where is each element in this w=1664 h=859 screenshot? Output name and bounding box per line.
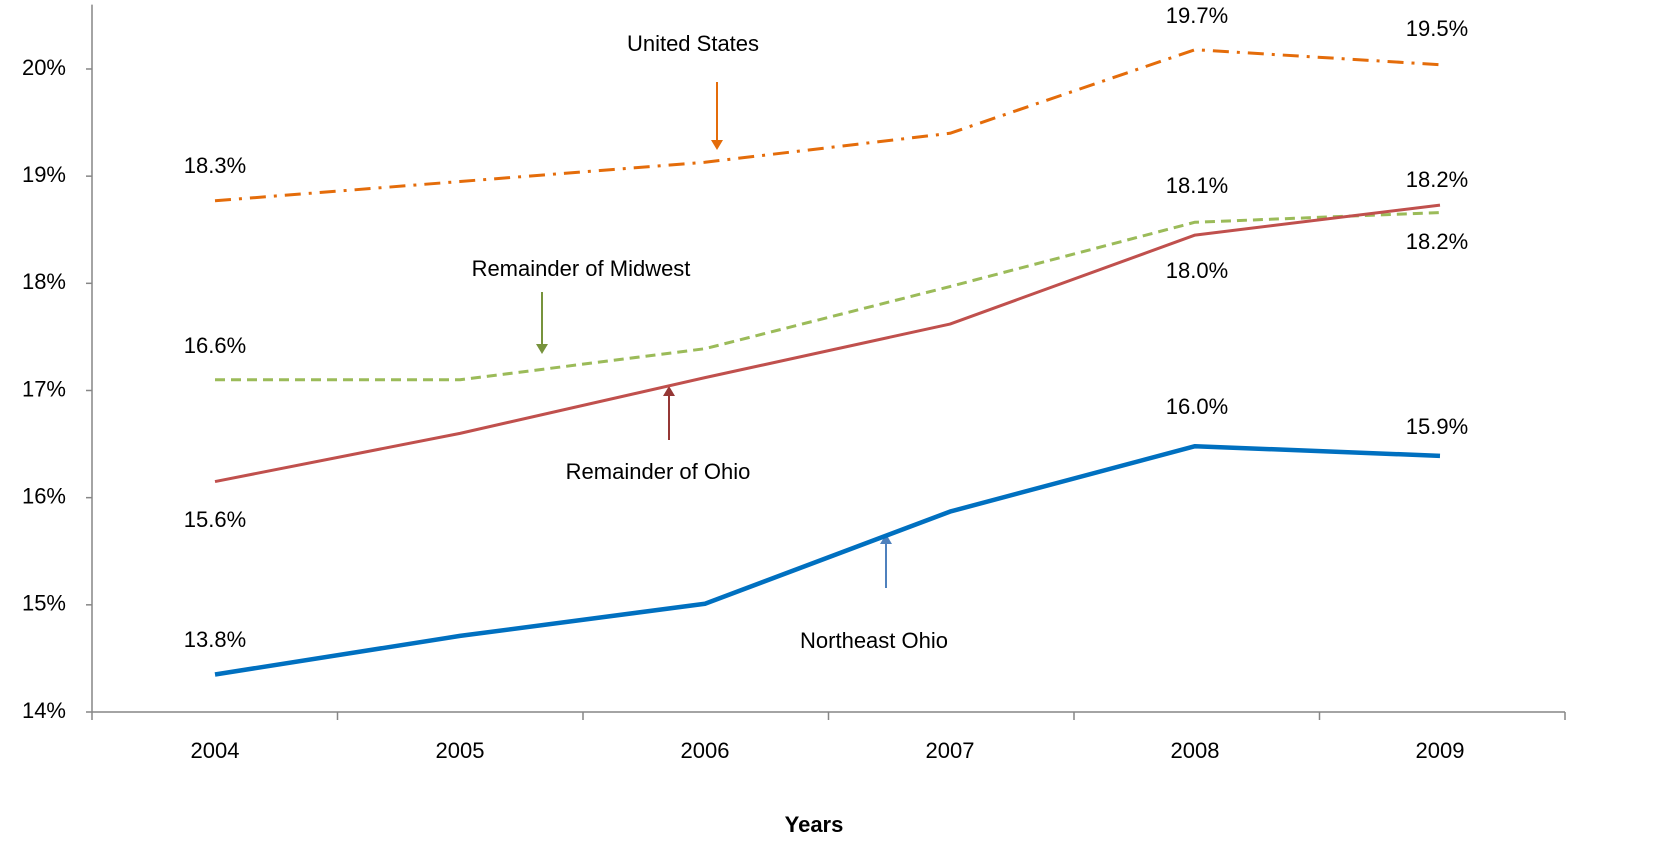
data-label: 18.3% [184, 153, 246, 178]
data-label: 15.6% [184, 507, 246, 532]
series-line [214, 48, 1441, 203]
data-label: 18.2% [1406, 167, 1468, 192]
arrow-head [536, 344, 548, 354]
x-axis-label: Years [785, 812, 844, 837]
series-label: United States [627, 31, 759, 56]
y-tick-label: 18% [22, 269, 66, 294]
data-label: 16.0% [1166, 394, 1228, 419]
series-line [214, 443, 1441, 677]
x-tick-label: 2009 [1416, 738, 1465, 763]
x-tick-label: 2007 [926, 738, 975, 763]
y-tick-label: 20% [22, 55, 66, 80]
y-tick-label: 15% [22, 591, 66, 616]
arrow-head [880, 534, 892, 544]
data-label: 18.1% [1166, 173, 1228, 198]
series-line [215, 211, 1441, 382]
data-label: 19.7% [1166, 3, 1228, 28]
data-label: 18.0% [1166, 258, 1228, 283]
y-tick-label: 17% [22, 376, 66, 401]
series-line [214, 203, 1441, 484]
series-label: Northeast Ohio [800, 628, 948, 653]
y-tick-label: 14% [22, 698, 66, 723]
series-label: Remainder of Midwest [472, 256, 691, 281]
data-label: 13.8% [184, 627, 246, 652]
x-tick-label: 2008 [1171, 738, 1220, 763]
x-tick-label: 2005 [436, 738, 485, 763]
data-label: 19.5% [1406, 16, 1468, 41]
data-label: 16.6% [184, 333, 246, 358]
y-tick-label: 19% [22, 162, 66, 187]
arrow-head [663, 386, 675, 396]
x-tick-label: 2004 [191, 738, 240, 763]
x-tick-label: 2006 [681, 738, 730, 763]
arrow-head [711, 140, 723, 150]
series-label: Remainder of Ohio [566, 459, 751, 484]
y-tick-label: 16% [22, 483, 66, 508]
data-label: 15.9% [1406, 414, 1468, 439]
data-label: 18.2% [1406, 229, 1468, 254]
